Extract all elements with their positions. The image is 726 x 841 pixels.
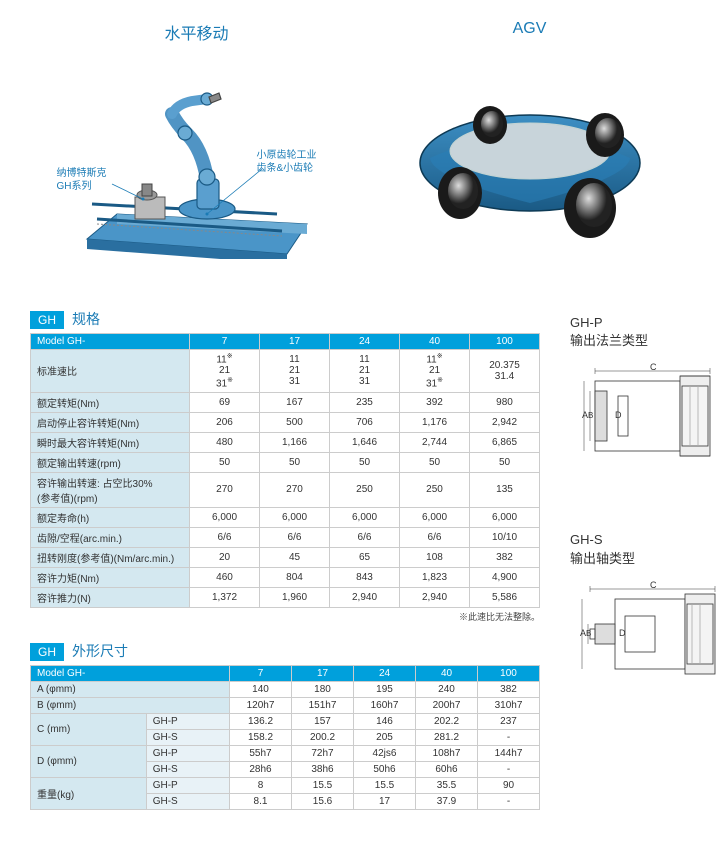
agv-illustration	[390, 53, 670, 253]
tables-column: GH 规格 Model GH-7172440100标准速比11※2131※112…	[30, 309, 540, 810]
svg-text:C: C	[650, 580, 657, 590]
spec-title: 规格	[72, 309, 100, 329]
callout-line2: GH系列	[57, 181, 92, 192]
illustration-row: 水平移动	[30, 20, 696, 259]
ghs-diagram: A B D C	[570, 574, 720, 694]
ghp-title: GH-P 输出法兰类型	[570, 314, 720, 350]
spec-tag: GH	[30, 311, 64, 329]
dim-tag: GH	[30, 643, 64, 661]
callout-khk: 小原齿轮工业 齿条&小齿轮	[257, 149, 317, 175]
svg-text:B: B	[586, 629, 591, 638]
spec-table: Model GH-7172440100标准速比11※2131※112131112…	[30, 333, 540, 608]
dim-title: 外形尺寸	[72, 641, 128, 661]
spec-header: GH 规格	[30, 309, 540, 329]
horizontal-move-section: 水平移动	[57, 20, 337, 259]
agv-title: AGV	[390, 20, 670, 38]
horizontal-move-illustration: 纳博特斯克 GH系列 小原齿轮工业 齿条&小齿轮	[57, 59, 337, 259]
main-content: GH 规格 Model GH-7172440100标准速比11※2131※112…	[30, 309, 696, 810]
spec-note: ※此速比无法整除。	[30, 610, 540, 623]
callout-line1: 纳博特斯克	[57, 168, 107, 179]
callout-line2: 齿条&小齿轮	[257, 163, 314, 174]
dim-table: Model GH-7172440100A (φmm)14018019524038…	[30, 665, 540, 810]
callout-line1: 小原齿轮工业	[257, 150, 317, 161]
ghs-title: GH-S 输出轴类型	[570, 531, 720, 567]
svg-text:D: D	[615, 410, 622, 420]
svg-text:D: D	[619, 628, 626, 638]
svg-text:C: C	[650, 362, 657, 372]
dim-header: GH 外形尺寸	[30, 641, 540, 661]
diagram-column: GH-P 输出法兰类型 A B D C	[570, 309, 720, 810]
callout-nabtesco: 纳博特斯克 GH系列	[57, 167, 107, 193]
svg-text:B: B	[588, 411, 593, 420]
horizontal-move-title: 水平移动	[57, 20, 337, 44]
agv-section: AGV	[390, 20, 670, 259]
ghp-diagram: A B D C	[570, 356, 720, 476]
